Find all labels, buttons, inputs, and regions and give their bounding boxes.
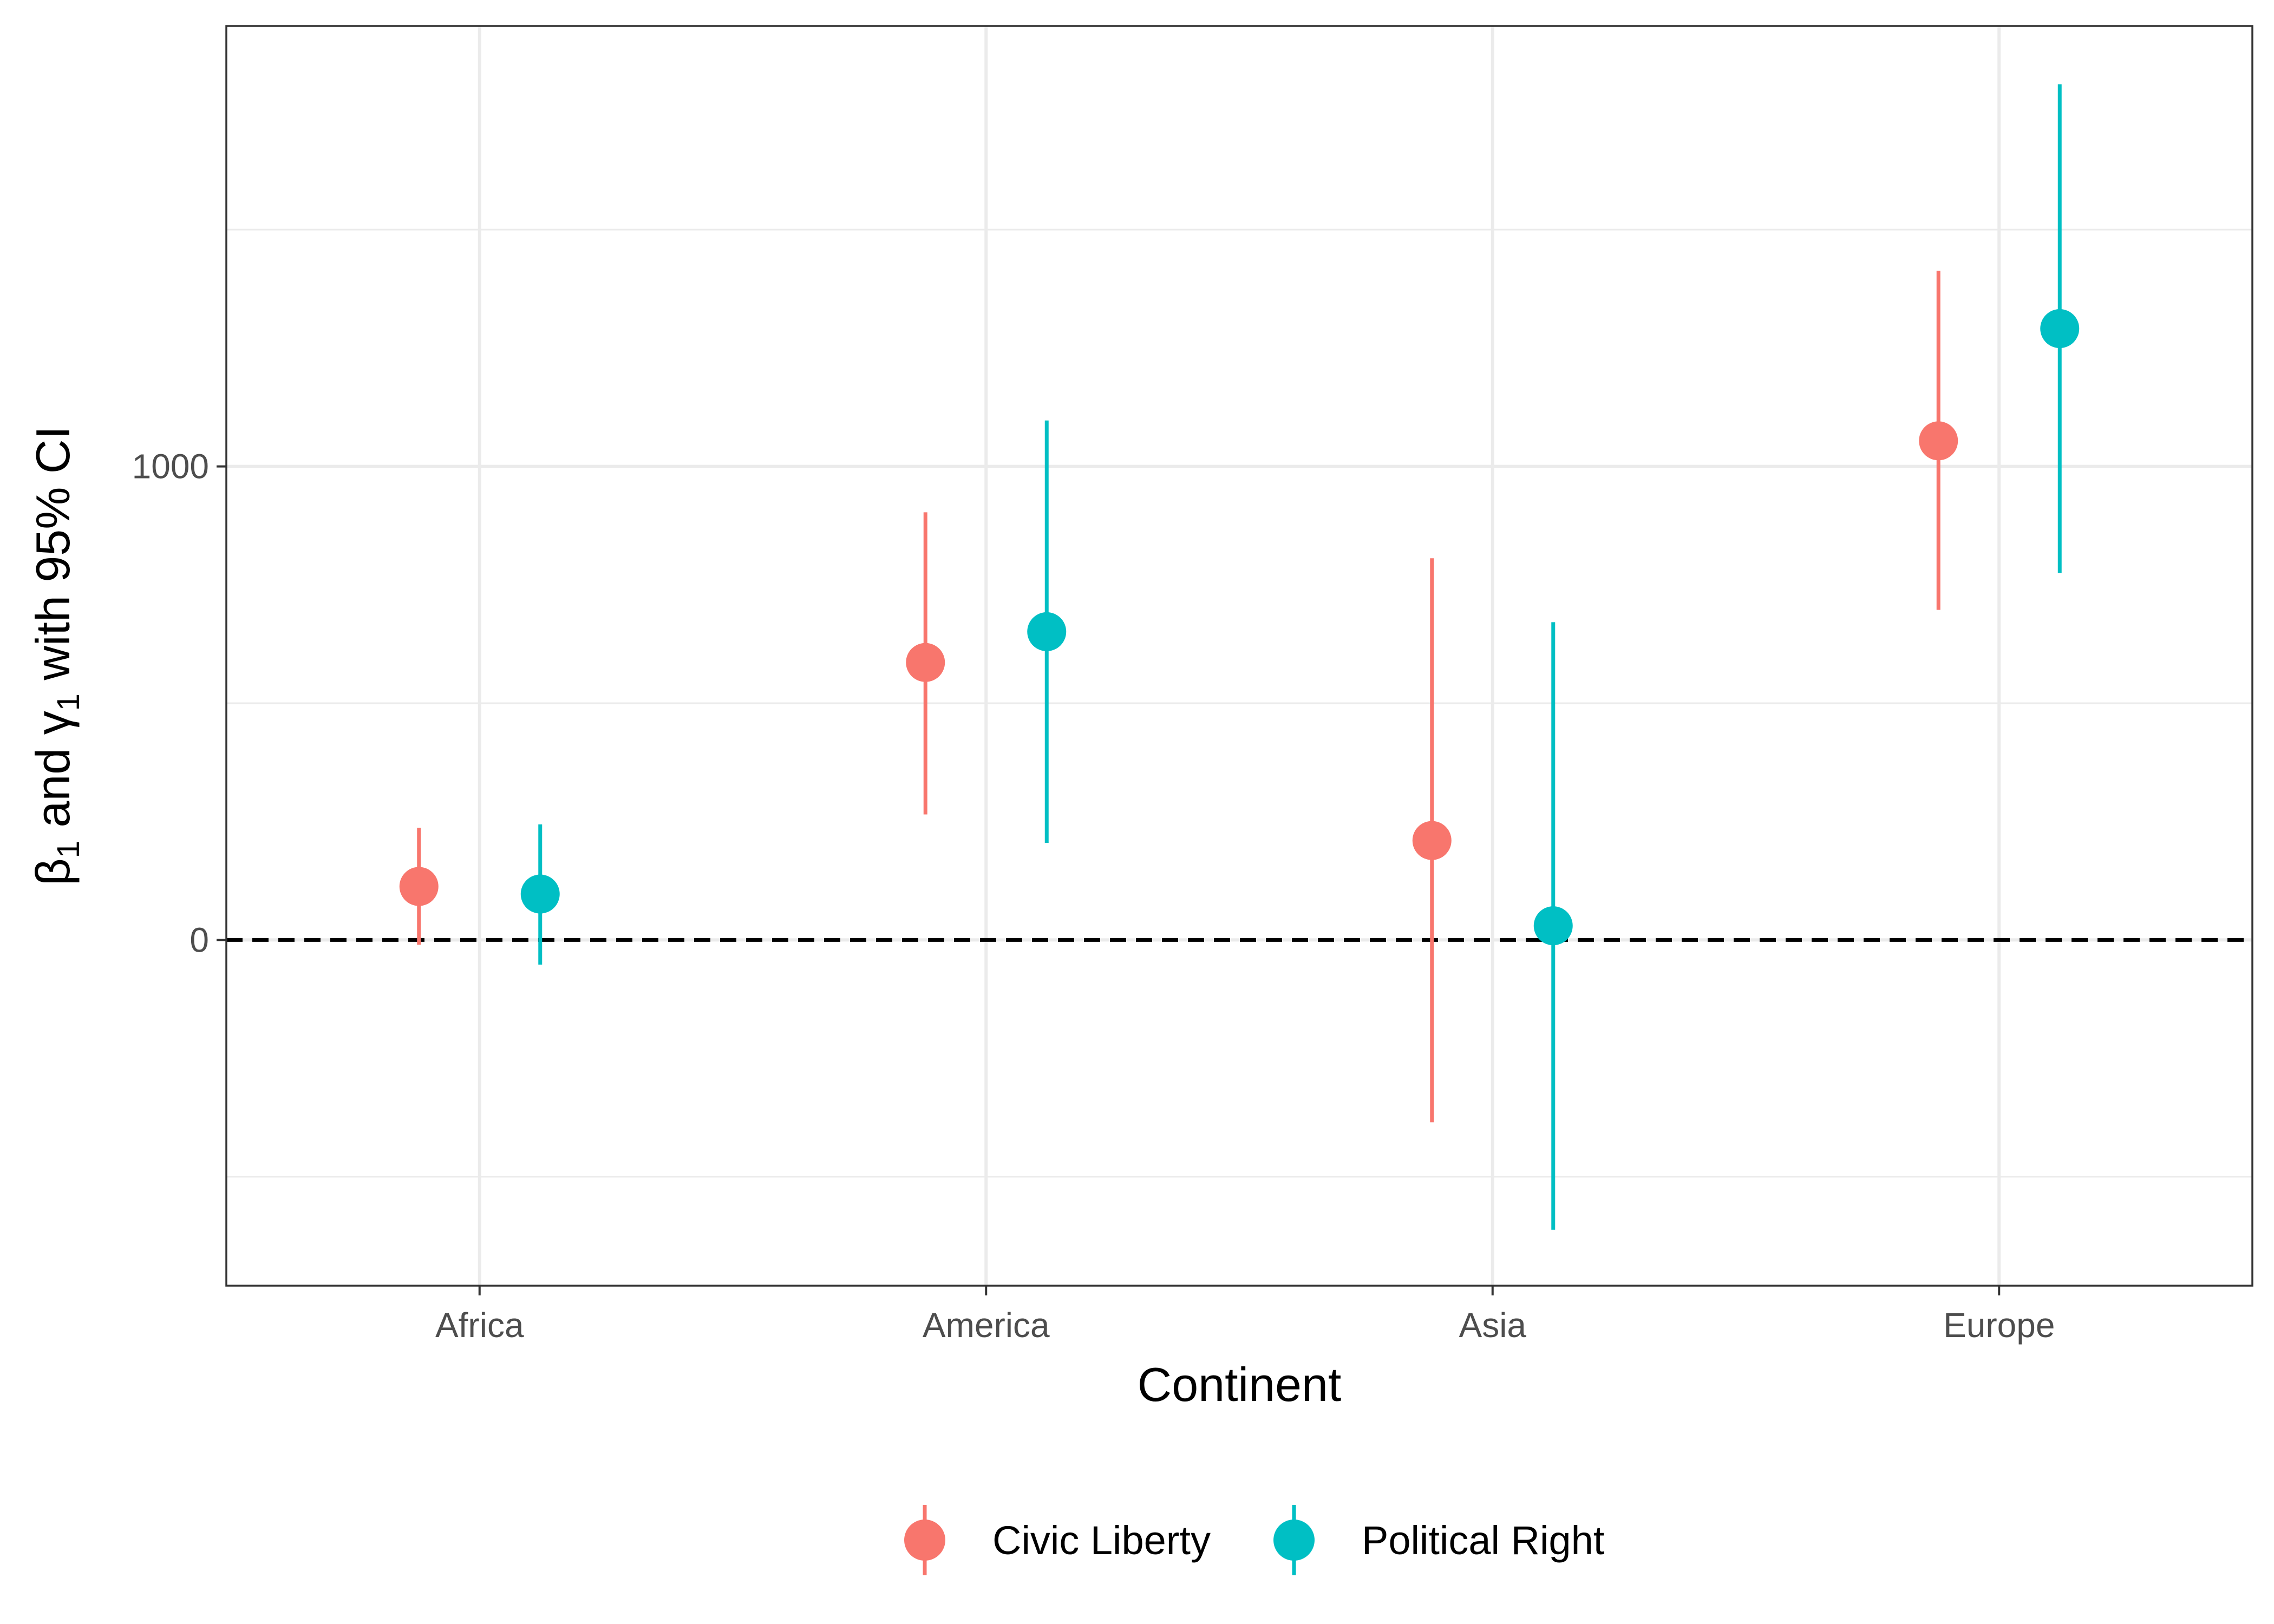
y-title-rest: with 95% CI — [26, 426, 80, 693]
x-tick-label: America — [923, 1306, 1050, 1345]
y-tick-label: 0 — [190, 920, 209, 959]
y-title-sub-1: 1 — [51, 841, 86, 858]
y-axis: 0 1000 — [132, 447, 226, 959]
x-tick-label: Africa — [435, 1306, 524, 1345]
legend: Civic Liberty Political Right — [904, 1505, 1605, 1575]
x-tick-label: Asia — [1459, 1306, 1527, 1345]
point-estimate — [520, 874, 560, 914]
point-estimate — [1412, 821, 1452, 860]
x-axis: Africa America Asia Europe — [435, 1286, 2055, 1345]
y-title-and: and — [26, 735, 80, 841]
legend-key-point — [1273, 1520, 1315, 1561]
x-axis-title: Continent — [1138, 1358, 1342, 1411]
legend-label: Political Right — [1362, 1518, 1605, 1563]
y-tick-label: 1000 — [132, 447, 209, 486]
point-estimate — [906, 643, 945, 682]
point-estimate — [1919, 421, 1958, 461]
panel-border — [225, 25, 2253, 1287]
point-estimate — [2040, 309, 2080, 349]
point-estimate — [399, 867, 439, 906]
y-title-gamma: γ — [26, 711, 80, 735]
y-axis-title: β1 and γ1 with 95% CI — [26, 426, 86, 886]
grid — [226, 26, 2252, 1286]
point-estimate — [1533, 906, 1573, 946]
point-estimate — [1027, 612, 1067, 651]
legend-label: Civic Liberty — [992, 1518, 1211, 1563]
x-tick-label: Europe — [1943, 1306, 2055, 1345]
data-marks — [399, 84, 2080, 1230]
legend-key-point — [904, 1520, 945, 1561]
y-title-beta: β — [26, 858, 80, 886]
y-title-sub-2: 1 — [51, 693, 86, 711]
